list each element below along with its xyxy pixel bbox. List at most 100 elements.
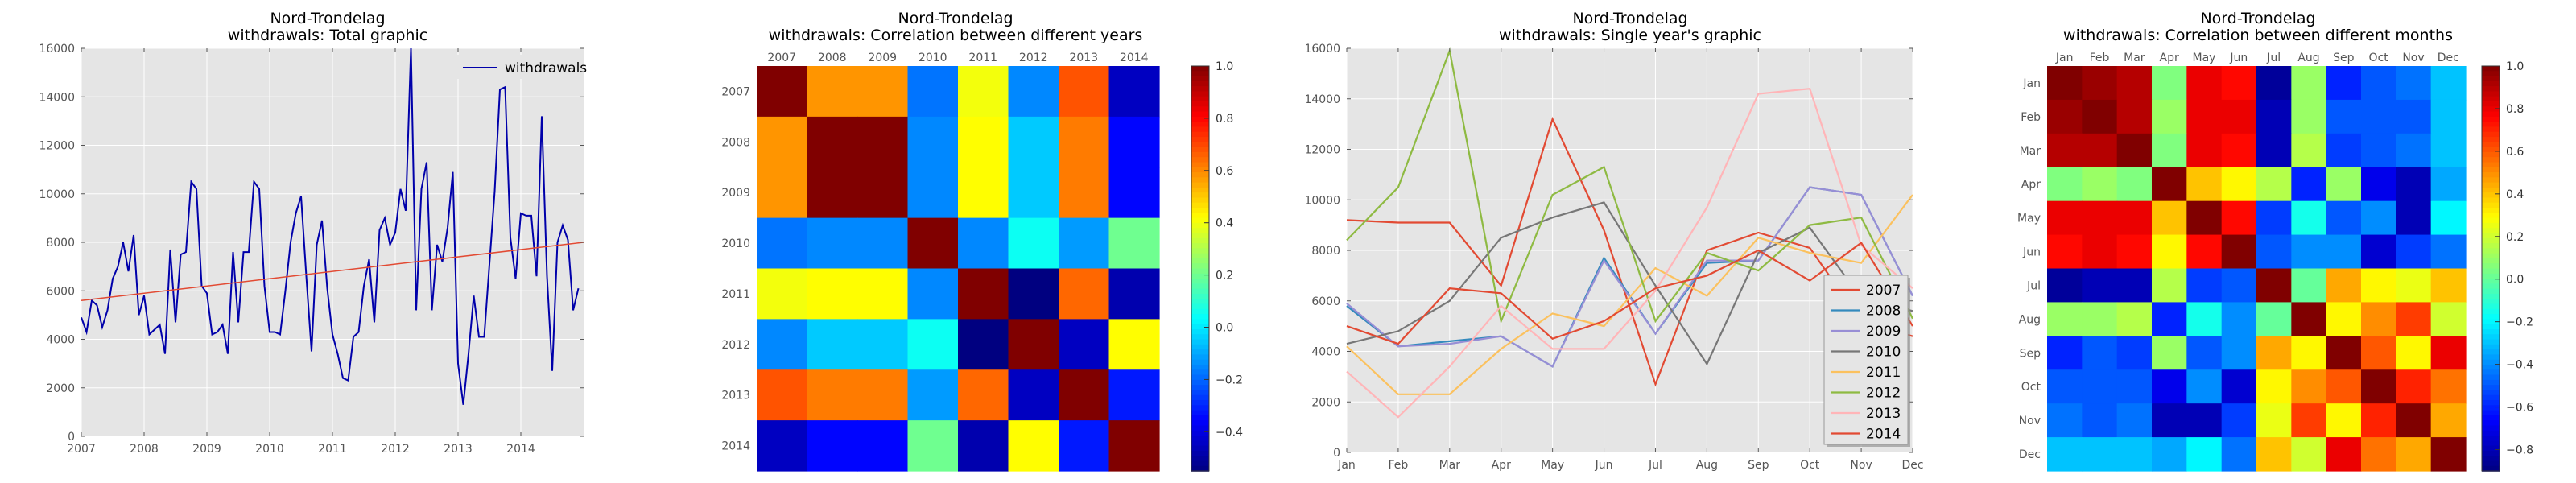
colorbar-segment [1191, 435, 1209, 442]
legend-label-2011: 2011 [1866, 365, 1901, 381]
y-tick-label: 16000 [39, 43, 75, 56]
colorbar-segment [2482, 324, 2500, 330]
series-line-2011 [1346, 194, 1913, 395]
colorbar-segment [1191, 430, 1209, 436]
colorbar-segment [2482, 308, 2500, 315]
colorbar-tick-label: −0.2 [1216, 374, 1243, 386]
heatmap-cell [907, 66, 959, 118]
y-tick-label: 8000 [1311, 245, 1340, 258]
heatmap-cell [2291, 200, 2327, 236]
colorbar-segment [1191, 344, 1209, 350]
y-tick-label: Jul [2026, 279, 2041, 292]
colorbar-segment [2482, 460, 2500, 467]
heatmap-cell [2047, 66, 2083, 101]
heatmap-cell [2082, 403, 2118, 438]
heatmap-cell [2221, 336, 2257, 370]
colorbar-tick-label: −0.8 [2506, 444, 2533, 457]
heatmap-cell [2430, 234, 2467, 270]
x-tick-label: Oct [2369, 52, 2389, 64]
y-tick-label: 14000 [1304, 93, 1340, 106]
heatmap-cell [2082, 200, 2118, 236]
colorbar-segment [2482, 187, 2500, 193]
heatmap-cell [1059, 420, 1110, 472]
heatmap-cell [1008, 116, 1059, 168]
legend-label-2008: 2008 [1866, 303, 1901, 320]
colorbar-segment [1191, 167, 1209, 173]
heatmap-cell [2221, 167, 2257, 202]
colorbar-segment [2482, 96, 2500, 102]
heatmap-cell [2326, 336, 2362, 370]
legend-label-2012: 2012 [1866, 386, 1901, 402]
colorbar-segment [1191, 122, 1209, 128]
colorbar-segment [2482, 445, 2500, 452]
heatmap-cell [1108, 369, 1160, 421]
colorbar-segment [1191, 172, 1209, 179]
colorbar-segment [2482, 126, 2500, 133]
x-tick-label: Nov [1850, 459, 1872, 472]
colorbar-segment [1191, 328, 1209, 336]
colorbar-segment [2482, 116, 2500, 122]
heatmap-cell [2152, 369, 2187, 404]
heatmap-cell [2186, 302, 2223, 336]
colorbar-segment [1191, 192, 1209, 199]
colorbar-segment [1191, 243, 1209, 250]
colorbar-segment [2482, 394, 2500, 401]
heatmap-cell [2256, 403, 2292, 438]
heatmap-cell [2047, 268, 2083, 303]
colorbar-segment [1191, 137, 1209, 143]
y-tick-label: 4000 [1311, 346, 1340, 359]
heatmap-cell [1059, 369, 1110, 421]
colorbar-tick-label: 0.6 [2506, 146, 2524, 159]
heatmap-cell [2256, 99, 2292, 134]
x-tick-label: 2009 [192, 443, 221, 456]
colorbar-segment [1191, 283, 1209, 290]
trend-line [80, 242, 584, 302]
y-tick-label: 2011 [721, 288, 750, 301]
x-tick-label: 2014 [1120, 52, 1149, 64]
colorbar-segment [1191, 222, 1209, 229]
colorbar-segment [1191, 106, 1209, 113]
colorbar-segment [2482, 420, 2500, 427]
heatmap-cell [1008, 420, 1059, 472]
heatmap-cell [2396, 336, 2432, 370]
heatmap-cell [1059, 167, 1110, 219]
heatmap-cell [2047, 167, 2083, 202]
heatmap-cell [1108, 319, 1160, 370]
colorbar-segment [2482, 354, 2500, 361]
colorbar-segment [2482, 217, 2500, 224]
colorbar-segment [2482, 222, 2500, 229]
heatmap-cell [2221, 66, 2257, 101]
heatmap-cell [1059, 217, 1110, 270]
heatmap-cell [2430, 200, 2467, 236]
heatmap-cell [2047, 234, 2083, 270]
heatmap-cell [2430, 99, 2467, 134]
heatmap-cell [2256, 200, 2292, 236]
colorbar-segment [2482, 379, 2500, 386]
heatmap-cell [1108, 217, 1160, 270]
panel-3-title-line2: withdrawals: Single year's graphic [1499, 27, 1761, 44]
heatmap-cell [2430, 336, 2467, 370]
x-tick-label: Dec [2438, 52, 2459, 64]
x-tick-label: 2010 [919, 52, 947, 64]
colorbar-segment [2482, 101, 2500, 108]
colorbar-segment [1191, 177, 1209, 184]
heatmap-cell [2291, 99, 2327, 134]
colorbar-segment [2482, 359, 2500, 365]
heatmap-cell [2082, 234, 2118, 270]
y-tick-label: 16000 [1304, 43, 1340, 56]
heatmap-cell [2116, 268, 2153, 303]
heatmap-cell [2326, 369, 2362, 404]
colorbar-segment [1191, 425, 1209, 431]
colorbar-segment [1191, 101, 1209, 108]
colorbar-segment [1191, 253, 1209, 259]
colorbar-segment [1191, 379, 1209, 386]
heatmap-cell [2152, 200, 2187, 236]
x-tick-label: 2011 [318, 443, 347, 456]
panel-1-title-line1: Nord-Trondelag [270, 10, 385, 27]
heatmap-cell [958, 420, 1009, 472]
heatmap-cell [2291, 268, 2327, 303]
colorbar-segment [1191, 456, 1209, 462]
x-tick-label: Aug [1696, 459, 1718, 472]
colorbar-segment [1191, 369, 1209, 376]
heatmap-cell [1008, 268, 1059, 320]
